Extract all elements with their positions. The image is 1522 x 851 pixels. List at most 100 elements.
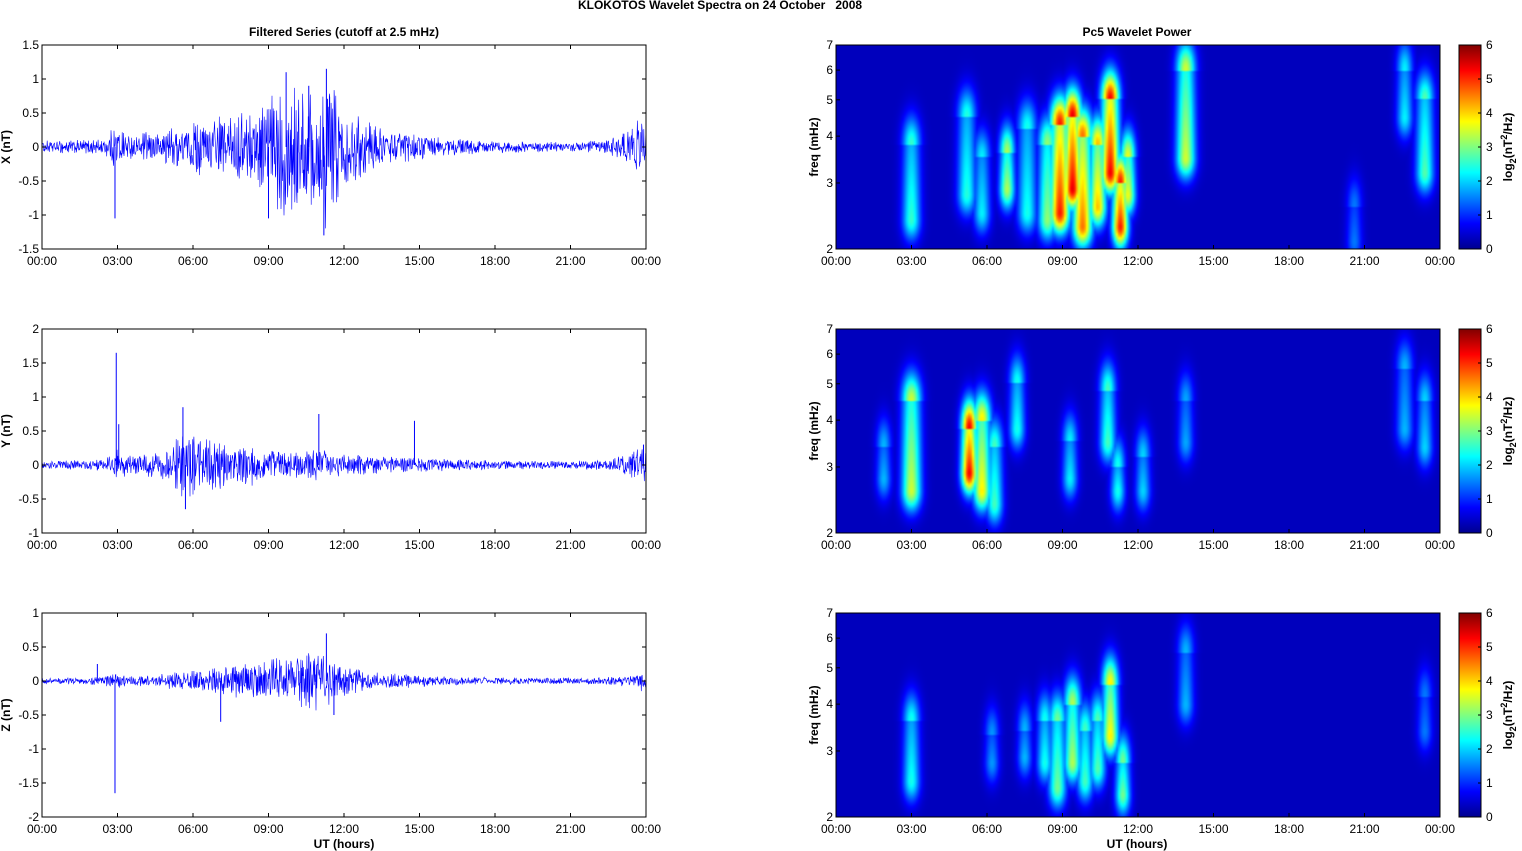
ytick-label: 0 xyxy=(32,674,39,688)
ytick-label: 0 xyxy=(32,458,39,472)
xtick-label: 09:00 xyxy=(253,822,283,836)
cbar-tick-label: 3 xyxy=(1486,424,1493,438)
xtick-label: 03:00 xyxy=(102,254,132,268)
ytick-label: -0.5 xyxy=(18,174,39,188)
ytick-label: 1 xyxy=(32,72,39,86)
xtick-label: 06:00 xyxy=(178,822,208,836)
ytick-label: 4 xyxy=(826,413,833,427)
ytick-label: 6 xyxy=(826,63,833,77)
series-line xyxy=(41,436,647,497)
wavelet-power-map xyxy=(836,45,1440,249)
panels: 00:00 03:00 06:00 09:00 12:00 15:00 18:00 21:00… xyxy=(0,38,1518,836)
cbar-tick-label: 2 xyxy=(1486,174,1493,188)
cbar-tick-label: 2 xyxy=(1486,458,1493,472)
ytick-label: 6 xyxy=(826,631,833,645)
series-line xyxy=(41,653,647,711)
ytick-label: 0.5 xyxy=(22,106,39,120)
xtick-label: 21:00 xyxy=(1349,538,1379,552)
xtick-label: 00:00 xyxy=(27,822,57,836)
ytick-label: -0.5 xyxy=(18,492,39,506)
xtick-label: 09:00 xyxy=(253,538,283,552)
right-xlabel: UT (hours) xyxy=(1107,837,1168,851)
wavelet-panel-y: 00:00 03:00 06:00 09:00 12:00 15:00 18:00 21:00… xyxy=(807,322,1518,552)
series-panel-y: 00:00 03:00 06:00 09:00 12:00 15:00 18:00 21:00… xyxy=(0,322,661,552)
xtick-label: 09:00 xyxy=(253,254,283,268)
xtick-label: 09:00 xyxy=(1047,538,1077,552)
ylabel: freq (mHz) xyxy=(807,685,821,744)
cbar-tick-label: 5 xyxy=(1486,356,1493,370)
xtick-label: 00:00 xyxy=(821,254,851,268)
ytick-label: 3 xyxy=(826,460,833,474)
cbar-tick-label: 4 xyxy=(1486,674,1493,688)
colorbar xyxy=(1458,44,1482,250)
ytick-label: 0.5 xyxy=(22,424,39,438)
xtick-label: 03:00 xyxy=(896,538,926,552)
ytick-label: 7 xyxy=(826,322,833,336)
left-xlabel: UT (hours) xyxy=(314,837,375,851)
ytick-label: 0.5 xyxy=(22,640,39,654)
ytick-label: 1 xyxy=(32,390,39,404)
ylabel: freq (mHz) xyxy=(807,117,821,176)
xtick-label: 00:00 xyxy=(27,538,57,552)
cbar-tick-label: 4 xyxy=(1486,390,1493,404)
xtick-label: 12:00 xyxy=(329,538,359,552)
xtick-label: 03:00 xyxy=(896,254,926,268)
xtick-label: 15:00 xyxy=(404,822,434,836)
wavelet-power-map xyxy=(836,329,1440,533)
xtick-label: 21:00 xyxy=(555,822,585,836)
cbar-tick-label: 6 xyxy=(1486,38,1493,52)
ytick-label: -1.5 xyxy=(18,242,39,256)
xtick-label: 12:00 xyxy=(329,822,359,836)
cbar-tick-label: 6 xyxy=(1486,606,1493,620)
ytick-label: 4 xyxy=(826,129,833,143)
colorbar-label: log2(nT2/Hz) xyxy=(1499,397,1518,466)
xtick-label: 18:00 xyxy=(480,254,510,268)
cbar-tick-label: 1 xyxy=(1486,492,1493,506)
colorbar-label: log2(nT2/Hz) xyxy=(1499,681,1518,750)
ylabel: Y (nT) xyxy=(0,414,13,448)
xtick-label: 00:00 xyxy=(821,822,851,836)
cbar-tick-label: 0 xyxy=(1486,810,1493,824)
figure-title: KLOKOTOS Wavelet Spectra on 24 October 2… xyxy=(578,0,862,12)
cbar-tick-label: 1 xyxy=(1486,776,1493,790)
wavelet-power-map xyxy=(836,613,1440,817)
xtick-label: 06:00 xyxy=(972,254,1002,268)
xtick-label: 06:00 xyxy=(178,254,208,268)
colorbar xyxy=(1458,328,1482,534)
xtick-label: 00:00 xyxy=(27,254,57,268)
cbar-tick-label: 5 xyxy=(1486,72,1493,86)
ytick-label: 7 xyxy=(826,38,833,52)
xtick-label: 06:00 xyxy=(972,822,1002,836)
ytick-label: -1 xyxy=(28,742,39,756)
xtick-label: 18:00 xyxy=(1274,254,1304,268)
cbar-tick-label: 3 xyxy=(1486,708,1493,722)
ytick-label: 4 xyxy=(826,697,833,711)
series-panel-z: 00:00 03:00 06:00 09:00 12:00 15:00 18:00 21:00… xyxy=(0,606,661,836)
ytick-label: 2 xyxy=(826,810,833,824)
xtick-label: 12:00 xyxy=(1123,254,1153,268)
ytick-label: 5 xyxy=(826,377,833,391)
xtick-label: 09:00 xyxy=(1047,822,1077,836)
ytick-label: 7 xyxy=(826,606,833,620)
ytick-label: 1.5 xyxy=(22,38,39,52)
ylabel: freq (mHz) xyxy=(807,401,821,460)
plot-area xyxy=(42,613,646,817)
ytick-label: -2 xyxy=(28,810,39,824)
xtick-label: 03:00 xyxy=(102,822,132,836)
ytick-label: 6 xyxy=(826,347,833,361)
xtick-label: 15:00 xyxy=(404,538,434,552)
xtick-label: 18:00 xyxy=(480,538,510,552)
cbar-tick-label: 6 xyxy=(1486,322,1493,336)
ylabel: Z (nT) xyxy=(0,698,13,731)
xtick-label: 21:00 xyxy=(555,254,585,268)
ytick-label: -1.5 xyxy=(18,776,39,790)
xtick-label: 00:00 xyxy=(631,254,661,268)
ytick-label: -1 xyxy=(28,526,39,540)
cbar-tick-label: 3 xyxy=(1486,140,1493,154)
wavelet-panel-x: 00:00 03:00 06:00 09:00 12:00 15:00 18:00 21:00… xyxy=(807,38,1518,268)
xtick-label: 00:00 xyxy=(631,538,661,552)
ytick-label: 5 xyxy=(826,93,833,107)
wavelet-panel-z: 00:00 03:00 06:00 09:00 12:00 15:00 18:00 21:00… xyxy=(807,606,1518,836)
xtick-label: 12:00 xyxy=(329,254,359,268)
xtick-label: 06:00 xyxy=(972,538,1002,552)
